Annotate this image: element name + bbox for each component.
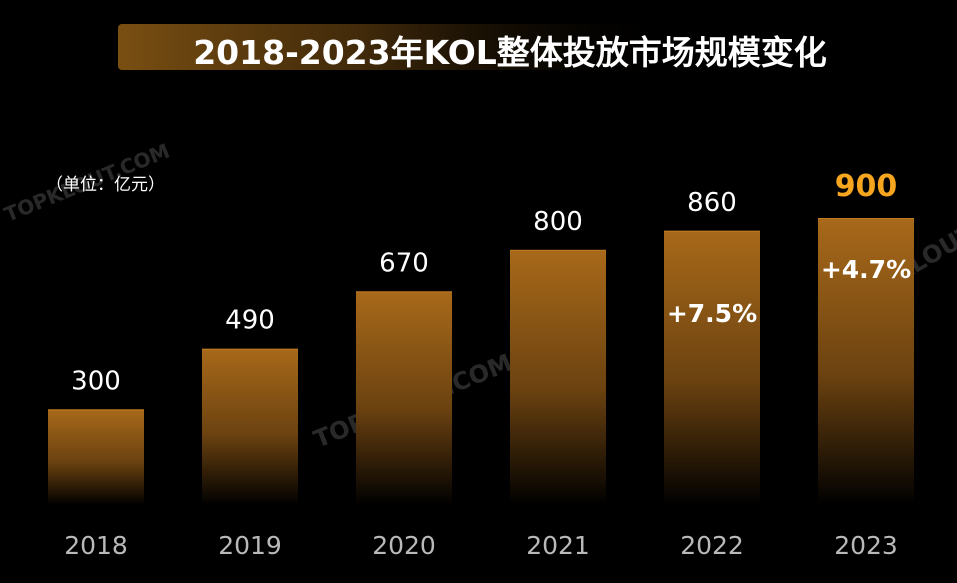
x-tick-2023: 2023 — [834, 531, 898, 560]
chart-title: 2018-2023年KOL整体投放市场规模变化 — [193, 33, 827, 72]
value-label-2018: 300 — [71, 366, 121, 396]
value-label-2019: 490 — [225, 306, 275, 336]
bar-2019 — [202, 348, 298, 505]
bar-2021 — [510, 249, 606, 505]
unit-label: （单位：亿元） — [46, 175, 165, 195]
growth-label-2023: +4.7% — [821, 255, 911, 284]
bar-series — [48, 218, 914, 505]
x-axis: 2018 2019 2020 2021 2022 2023 — [64, 531, 898, 560]
bar-2022 — [664, 230, 760, 505]
bar-2023 — [818, 218, 914, 505]
x-tick-2020: 2020 — [372, 531, 436, 560]
value-labels: 300 490 670 800 860 900 — [71, 169, 897, 396]
chart-title-group: 2018-2023年KOL整体投放市场规模变化 — [118, 24, 827, 72]
growth-label-2022: +7.5% — [667, 299, 757, 328]
x-tick-2019: 2019 — [218, 531, 282, 560]
value-label-2023: 900 — [835, 169, 898, 204]
growth-labels: +7.5% +4.7% — [667, 255, 911, 328]
value-label-2020: 670 — [379, 248, 429, 278]
x-tick-2021: 2021 — [526, 531, 590, 560]
bar-2020 — [356, 291, 452, 505]
bar-2018 — [48, 409, 144, 505]
x-tick-2018: 2018 — [64, 531, 128, 560]
value-label-2022: 860 — [687, 188, 737, 218]
x-tick-2022: 2022 — [680, 531, 744, 560]
value-label-2021: 800 — [533, 207, 583, 237]
title-band — [118, 24, 678, 70]
